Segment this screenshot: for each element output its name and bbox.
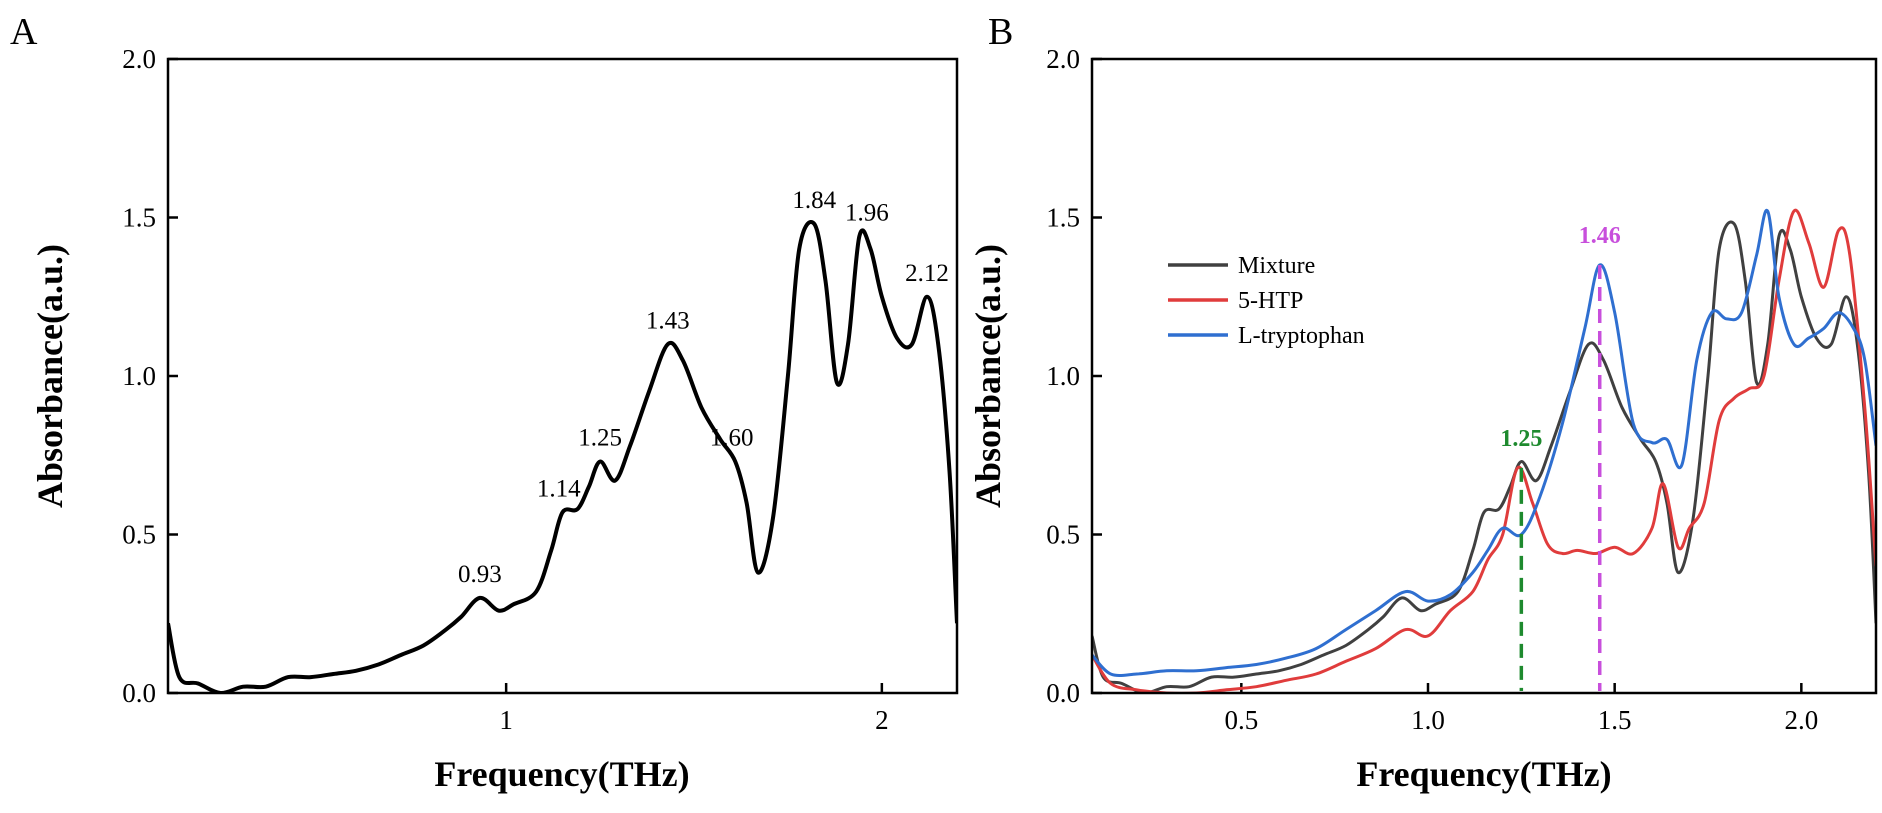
panel-a: A 1 20.00.51.01.52.00.931.141.251.431.601… [10,11,959,794]
legend-label-l-tryptophan: L-tryptophan [1238,323,1365,349]
panel-a-y-tick-label: 2.0 [122,44,156,74]
panel-b-frame [1090,57,1878,695]
panel-a-x-tick-label: 2 [875,705,889,735]
panel-a-peak-label: 1.43 [646,307,690,334]
panel-a-series-mixture [168,220,957,693]
panel-b-xlabel: Frequency(THz) [1356,754,1611,794]
panel-a-y-tick-label: 0.5 [122,520,156,550]
panel-b-x-tick-label: 2.0 [1784,705,1818,735]
panel-a-peak-label: 1.96 [845,200,889,227]
panel-b-series-l-tryptophan [1092,208,1876,677]
legend: Mixture 5-HTP L-tryptophan [1168,253,1365,349]
panel-b: B 0.5 1.0 1.5 2.0 0.0 0.5 1.0 1.5 2.0 1.25 1.46 Fr… [968,11,1878,794]
panel-b-y-tick-label: 1.5 [1046,203,1080,233]
legend-label-5htp: 5-HTP [1238,288,1303,314]
panel-b-y-tick-label: 2.0 [1046,44,1080,74]
panel-b-ylabel: Absorbance(a.u.) [968,244,1008,508]
panel-a-frame [166,57,959,695]
panel-a-plot-area: 1 2 0.0 0.5 1.0 1.5 2.0 0.93 1.14 1.25 1.43 1.60 1.8… [122,44,957,735]
panel-a-y-tick-label: 1.0 [122,361,156,391]
panel-a-ylabel: Absorbance(a.u.) [30,244,70,508]
panel-b-series-5-htp [1092,208,1876,693]
panel-a-y-tick-label: 0.0 [122,678,156,708]
panel-a-peak-label: 1.25 [578,425,622,452]
panel-a-peak-label: 1.84 [792,187,836,214]
panel-a-peak-label: 0.93 [458,561,502,588]
panel-b-x-tick-label: 0.5 [1224,705,1258,735]
legend-label-mixture: Mixture [1238,253,1315,279]
panel-a-letter: A [10,11,38,53]
panel-b-marker-label: 1.25 [1500,426,1542,452]
panel-b-y-tick-label: 0.5 [1046,520,1080,550]
panel-b-series-mixture [1092,220,1876,693]
panel-b-marker-label: 1.46 [1579,223,1621,249]
panel-b-x-tick-label: 1.0 [1411,705,1445,735]
panel-b-plot-area: 0.5 1.0 1.5 2.0 0.0 0.5 1.0 1.5 2.0 1.25 1.46 [1046,44,1876,735]
panel-a-peak-label: 1.14 [537,475,581,502]
panel-a-peak-label: 1.60 [710,425,754,452]
panel-b-letter: B [988,11,1013,53]
panel-a-xlabel: Frequency(THz) [434,754,689,794]
panel-b-x-tick-label: 1.5 [1598,705,1632,735]
panel-b-y-tick-label: 1.0 [1046,361,1080,391]
panel-a-y-tick-label: 1.5 [122,203,156,233]
panel-a-x-tick-label: 1 [499,705,513,735]
panel-b-y-tick-label: 0.0 [1046,678,1080,708]
panel-a-peak-label: 2.12 [905,260,949,287]
